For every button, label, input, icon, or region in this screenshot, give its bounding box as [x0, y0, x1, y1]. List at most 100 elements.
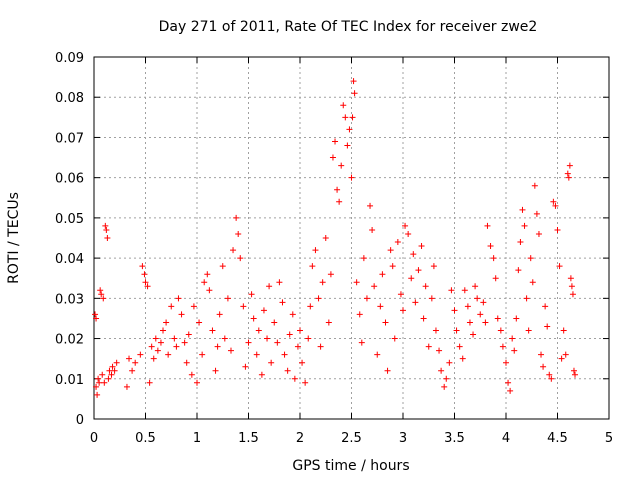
data-point — [470, 331, 477, 338]
data-point — [255, 327, 262, 334]
data-point — [190, 303, 197, 310]
data-point — [152, 335, 159, 342]
data-point — [94, 391, 101, 398]
data-point — [281, 351, 288, 358]
data-point — [490, 255, 497, 262]
data-point — [474, 295, 481, 302]
y-tick-label: 0.07 — [55, 131, 84, 146]
data-point — [144, 283, 151, 290]
data-point — [271, 319, 278, 326]
data-point — [93, 315, 100, 322]
data-point — [154, 347, 161, 354]
data-point — [565, 174, 572, 181]
data-point — [394, 239, 401, 246]
data-point — [286, 331, 293, 338]
data-point — [237, 255, 244, 262]
data-points — [92, 78, 579, 398]
y-tick-label: 0.01 — [55, 373, 84, 388]
data-point — [209, 327, 216, 334]
data-point — [517, 239, 524, 246]
data-point — [529, 279, 536, 286]
data-point — [199, 351, 206, 358]
data-point — [453, 327, 460, 334]
data-point — [342, 114, 349, 121]
data-point — [542, 303, 549, 310]
x-tick-label: 4 — [502, 431, 510, 446]
data-point — [319, 279, 326, 286]
data-point — [521, 222, 528, 229]
data-point — [384, 367, 391, 374]
data-point — [299, 359, 306, 366]
y-tick-label: 0.02 — [55, 333, 84, 348]
data-point — [415, 267, 422, 274]
data-point — [291, 375, 298, 382]
data-point — [544, 323, 551, 330]
data-point — [567, 275, 574, 282]
data-point — [216, 311, 223, 318]
x-tick-label: 1.5 — [238, 431, 259, 446]
data-point — [224, 295, 231, 302]
data-point — [569, 291, 576, 298]
data-point — [371, 283, 378, 290]
data-point — [451, 307, 458, 314]
data-point — [146, 379, 153, 386]
data-point — [113, 359, 120, 366]
x-tick-label: 2.5 — [341, 431, 362, 446]
data-point — [550, 198, 557, 205]
plot-frame — [93, 56, 610, 420]
data-point — [443, 375, 450, 382]
data-point — [484, 222, 491, 229]
data-point — [461, 287, 468, 294]
data-point — [505, 379, 512, 386]
data-point — [227, 347, 234, 354]
data-point — [402, 222, 409, 229]
data-point — [346, 126, 353, 133]
data-point — [441, 383, 448, 390]
data-point — [97, 287, 104, 294]
data-point — [418, 243, 425, 250]
y-tick-label: 0.03 — [55, 292, 84, 307]
data-point — [492, 275, 499, 282]
data-point — [477, 311, 484, 318]
data-point — [387, 247, 394, 254]
data-point — [397, 291, 404, 298]
data-point — [305, 335, 312, 342]
data-point — [260, 307, 267, 314]
data-point — [253, 351, 260, 358]
data-point — [123, 383, 130, 390]
y-tick-label: 0.04 — [55, 252, 84, 267]
data-point — [515, 267, 522, 274]
data-point — [93, 383, 100, 390]
data-point — [344, 142, 351, 149]
data-point — [367, 202, 374, 209]
data-point — [382, 319, 389, 326]
data-point — [206, 287, 213, 294]
data-point — [178, 311, 185, 318]
x-tick-label: 2 — [296, 431, 304, 446]
data-point — [214, 343, 221, 350]
data-point — [552, 202, 559, 209]
data-point — [230, 247, 237, 254]
data-point — [351, 90, 358, 97]
data-point — [312, 247, 319, 254]
data-point — [564, 170, 571, 177]
x-tick-label: 1 — [193, 431, 201, 446]
x-tick-label: 4.5 — [547, 431, 568, 446]
data-point — [168, 303, 175, 310]
data-point — [428, 295, 435, 302]
data-point — [266, 283, 273, 290]
data-point — [126, 355, 133, 362]
data-point — [389, 263, 396, 270]
data-point — [171, 335, 178, 342]
data-point — [102, 222, 109, 229]
data-point — [325, 319, 332, 326]
data-point — [173, 343, 180, 350]
data-point — [307, 303, 314, 310]
data-point — [201, 279, 208, 286]
data-point — [204, 271, 211, 278]
data-point — [274, 339, 281, 346]
data-point — [322, 235, 329, 241]
data-point — [412, 299, 419, 306]
data-point — [408, 275, 415, 282]
